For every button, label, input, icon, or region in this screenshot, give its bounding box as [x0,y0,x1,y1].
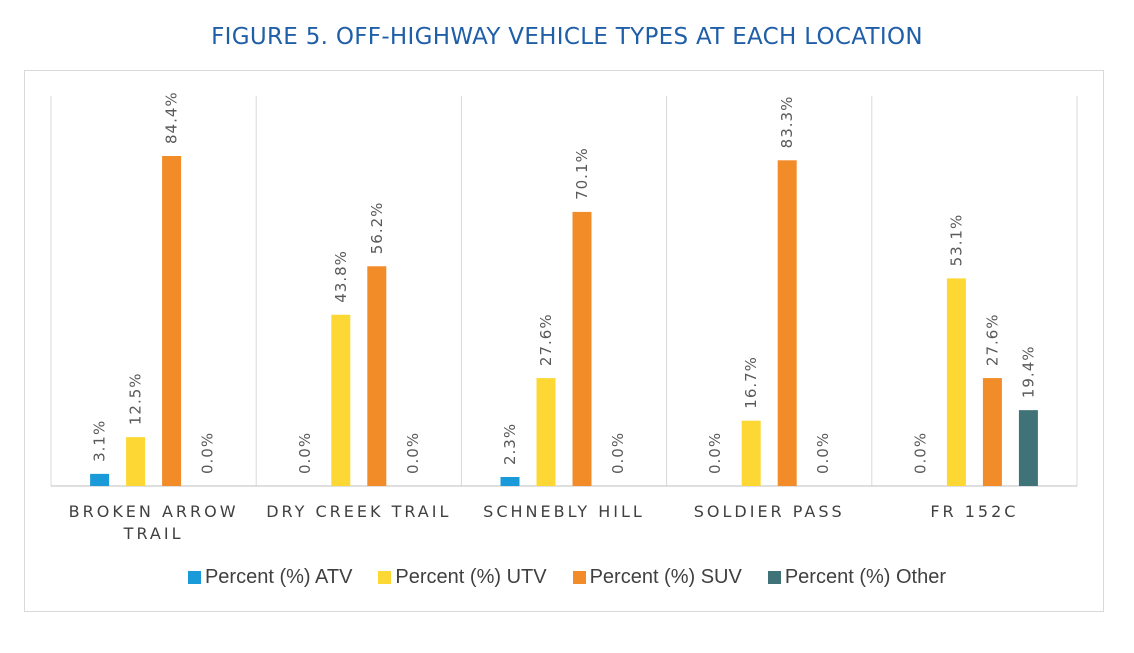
legend-label: Percent (%) SUV [589,566,742,588]
data-label: 19.4% [1019,345,1037,398]
bar [126,437,146,486]
data-label: 0.0% [814,432,832,474]
data-label: 53.1% [947,214,965,267]
data-label: 16.7% [742,356,760,409]
chart-legend: Percent (%) ATV Percent (%) UTV Percent (%… [0,566,1134,589]
bar [536,378,556,486]
legend-item: Percent (%) SUV [572,566,742,589]
category-label: TRAIL [123,524,184,543]
legend-item: Percent (%) Other [767,566,947,589]
data-label: 83.3% [778,96,796,149]
data-label: 3.1% [91,420,109,462]
legend-label: Percent (%) Other [784,566,947,588]
bar [1018,410,1038,486]
legend-item: Percent (%) ATV [187,566,353,589]
bar [946,278,966,486]
legend-swatch [187,571,201,584]
legend-swatch [767,571,781,584]
bar [741,420,761,486]
bar [572,211,592,486]
bar [982,378,1002,486]
data-label: 0.0% [609,432,627,474]
category-label: SCHNEBLY HILL [483,502,645,521]
data-label: 0.0% [706,432,724,474]
category-label: BROKEN ARROW [69,502,239,521]
bar [500,477,520,486]
data-label: 56.2% [368,202,386,255]
data-label: 0.0% [199,432,217,474]
data-label: 0.0% [404,432,422,474]
bar [331,314,351,486]
data-label: 12.5% [127,372,145,425]
data-label: 0.0% [911,432,929,474]
legend-swatch [378,571,392,584]
bar [162,156,182,486]
legend-label: Percent (%) ATV [204,566,353,588]
category-label: FR 152C [930,502,1018,521]
category-label: SOLDIER PASS [694,502,845,521]
bar [90,473,110,486]
data-label: 0.0% [296,432,314,474]
legend-swatch [572,571,586,584]
legend-label: Percent (%) UTV [395,566,547,588]
data-label: 27.6% [537,313,555,366]
chart-frame [24,70,1104,612]
data-label: 70.1% [573,147,591,200]
bar [367,266,387,486]
bar [777,160,797,486]
data-label: 27.6% [983,313,1001,366]
data-label: 2.3% [501,423,519,465]
data-label: 84.4% [163,91,181,144]
data-label: 43.8% [332,250,350,303]
legend-item: Percent (%) UTV [378,566,547,589]
chart-title: FIGURE 5. OFF-HIGHWAY VEHICLE TYPES AT E… [211,24,923,50]
category-label: DRY CREEK TRAIL [266,502,451,521]
